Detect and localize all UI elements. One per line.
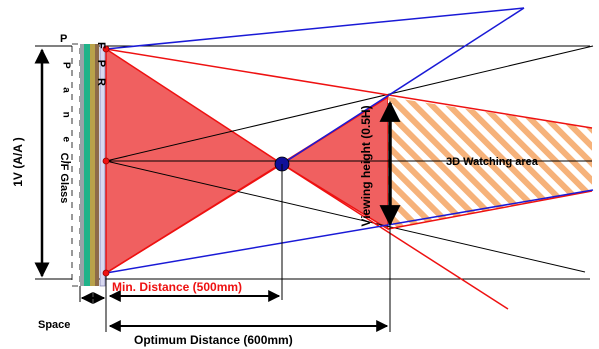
panel-layer-brown — [95, 44, 99, 286]
fpr-layer — [99, 43, 106, 287]
blue-line-steep — [281, 7, 525, 165]
blue-line-upper — [105, 7, 525, 50]
vertical-aa-label: 1V (A/A ) — [11, 137, 25, 187]
panel-dot-top — [102, 45, 110, 53]
fpr-letters: F P R — [95, 42, 107, 90]
viewing-height-label: Viewing height (0.5H) — [359, 105, 373, 226]
red-line-top — [105, 48, 593, 129]
panel-letter-p: P — [60, 33, 67, 45]
red-line-cross — [281, 163, 509, 310]
watching-area-label: 3D Watching area — [446, 156, 539, 168]
cf-glass-label: C/F Glass — [58, 153, 70, 204]
blue-line-lower — [105, 189, 594, 274]
watching-area-region — [388, 97, 592, 229]
panel-layer-checker — [71, 43, 81, 287]
black-diagonal-up — [105, 45, 594, 162]
panel-layer-gray — [80, 44, 84, 286]
panel-layer-green — [84, 44, 90, 286]
min-distance-label: Min. Distance (500mm) — [112, 280, 242, 294]
panel-dot-bottom — [102, 269, 110, 277]
black-diagonal-down — [105, 160, 586, 273]
space-label: Space — [38, 319, 70, 331]
panel-layer-olive — [90, 44, 95, 286]
panel-letters-vertical: P a n e l — [61, 62, 72, 172]
red-line-lower — [387, 190, 593, 230]
panel-dot-middle — [102, 157, 110, 165]
optimum-distance-label: Optimum Distance (600mm) — [134, 333, 293, 347]
